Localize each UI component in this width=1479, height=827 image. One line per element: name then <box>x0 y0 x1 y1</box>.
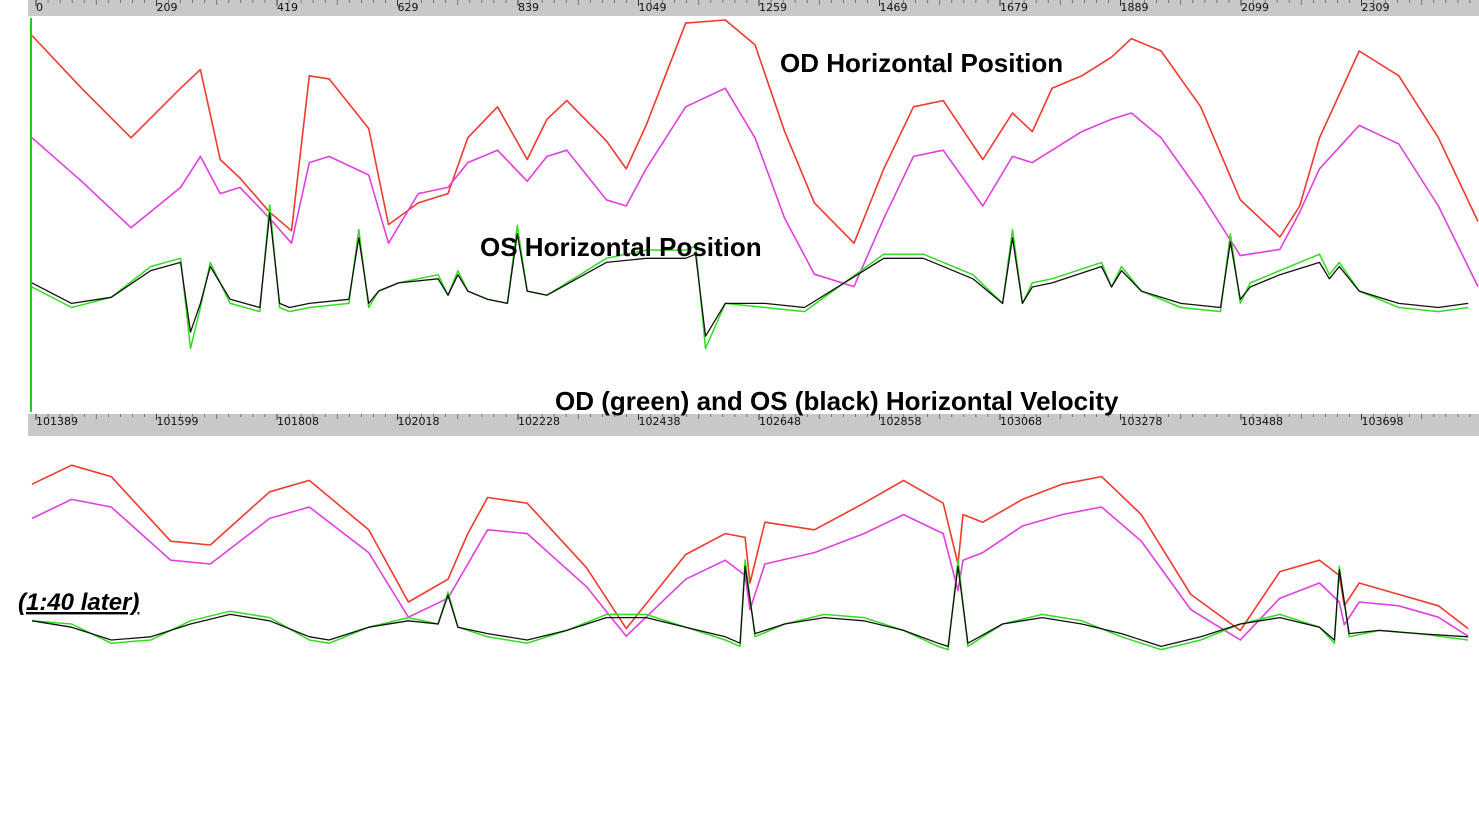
top-ruler-tick-label: 209 <box>157 1 178 14</box>
os-velocity-trace-bottom <box>31 565 1469 648</box>
top-ruler-tick-label: 1259 <box>759 1 787 14</box>
top-ruler-tick-label: 1889 <box>1121 1 1149 14</box>
top-ruler-tick-label: 1049 <box>639 1 667 14</box>
middle-ruler-tick-label: 102228 <box>518 415 560 428</box>
od-velocity-trace-top <box>31 204 1469 350</box>
middle-ruler-tick-label: 101808 <box>277 415 319 428</box>
middle-ruler-tick-label: 103278 <box>1121 415 1163 428</box>
od-position-label: OD Horizontal Position <box>780 48 1063 78</box>
middle-ruler-tick-label: 103488 <box>1241 415 1283 428</box>
bottom-panel-traces <box>31 464 1469 651</box>
velocity-label: OD (green) and OS (black) Horizontal Vel… <box>555 386 1119 416</box>
middle-ruler-tick-label: 101599 <box>157 415 199 428</box>
os-position-label: OS Horizontal Position <box>480 232 762 262</box>
top-ruler-tick-label: 629 <box>398 1 419 14</box>
top-ruler-tick-label: 2309 <box>1362 1 1390 14</box>
middle-ruler-tick-label: 103068 <box>1000 415 1042 428</box>
top-ruler-tick-label: 839 <box>518 1 539 14</box>
top-ruler-tick-label: 2099 <box>1241 1 1269 14</box>
middle-ruler-tick-label: 102858 <box>880 415 922 428</box>
top-ruler-tick-label: 1469 <box>880 1 908 14</box>
os-position-trace-top <box>31 87 1479 288</box>
middle-ruler-tick-label: 102648 <box>759 415 801 428</box>
middle-ruler-ticks: 101389 101599 101808 102018 102228 102438 1026… <box>35 414 1471 428</box>
top-ruler-ticks: 0 209 419 629 839 1049 1259 1469 1679 1889 2099 230… <box>35 0 1471 14</box>
os-position-trace-bottom <box>31 498 1469 641</box>
top-ruler-tick-label: 1679 <box>1000 1 1028 14</box>
top-panel-traces <box>31 19 1479 350</box>
od-position-trace-bottom <box>31 464 1469 632</box>
time-later-note: (1:40 later) <box>18 589 139 616</box>
os-velocity-trace-top <box>31 212 1469 337</box>
top-ruler-tick-label: 419 <box>277 1 298 14</box>
top-ruler-tick-label: 0 <box>36 1 43 14</box>
od-position-trace-top <box>31 19 1479 244</box>
middle-ruler-tick-label: 102438 <box>639 415 681 428</box>
middle-ruler-tick-label: 102018 <box>398 415 440 428</box>
middle-time-ruler <box>28 414 1479 436</box>
middle-ruler-tick-label: 103698 <box>1362 415 1404 428</box>
middle-ruler-tick-label: 101389 <box>36 415 78 428</box>
od-velocity-trace-bottom <box>31 559 1469 651</box>
top-time-ruler <box>28 0 1479 16</box>
